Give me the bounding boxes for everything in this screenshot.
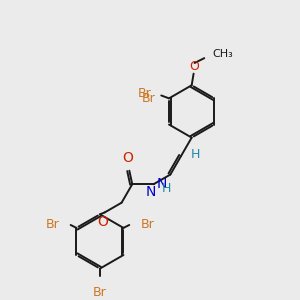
Text: H: H bbox=[161, 182, 171, 195]
Text: O: O bbox=[122, 151, 133, 165]
Text: N: N bbox=[145, 185, 155, 199]
Text: CH₃: CH₃ bbox=[212, 49, 233, 59]
Text: N: N bbox=[157, 177, 167, 191]
Text: O: O bbox=[98, 215, 108, 229]
Text: O: O bbox=[190, 60, 200, 74]
Text: Br: Br bbox=[45, 218, 59, 230]
Text: Br: Br bbox=[141, 218, 154, 230]
Text: Br: Br bbox=[142, 92, 155, 105]
Text: H: H bbox=[191, 148, 200, 160]
Text: Br: Br bbox=[138, 87, 152, 100]
Text: Br: Br bbox=[93, 286, 107, 299]
